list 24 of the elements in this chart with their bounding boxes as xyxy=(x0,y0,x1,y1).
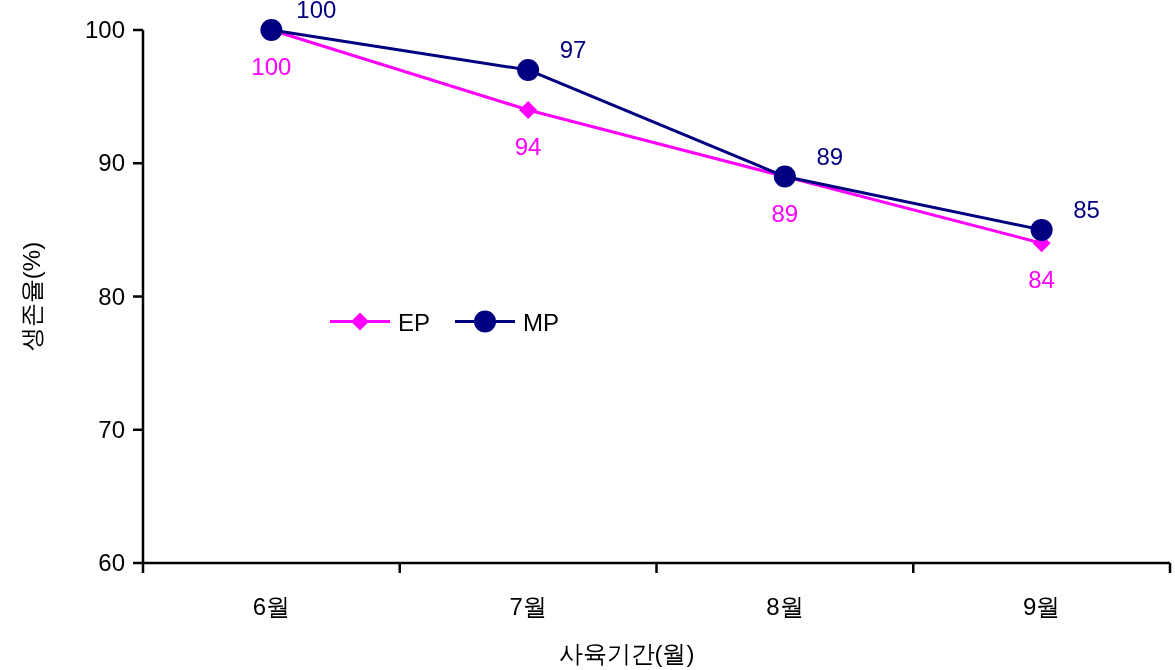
data-label: 100 xyxy=(251,53,292,80)
data-label: 89 xyxy=(771,199,799,227)
x-tick-label: 8월 xyxy=(766,593,804,620)
x-axis-title: 사육기간(월) xyxy=(558,640,695,667)
data-label: 84 xyxy=(1028,266,1055,294)
point xyxy=(517,58,540,81)
y-tick-label: 100 xyxy=(84,16,125,43)
x-tick-label: 9월 xyxy=(1022,593,1061,620)
y-axis-title: 생존율(%) xyxy=(18,241,45,352)
data-label: 85 xyxy=(1073,195,1100,223)
y-tick-label: 80 xyxy=(98,282,125,310)
point xyxy=(519,100,538,119)
point xyxy=(1030,218,1053,241)
legend-label: MP xyxy=(523,308,559,336)
data-label: 97 xyxy=(559,35,587,63)
x-tick-label: 6월 xyxy=(252,593,291,620)
data-label: 89 xyxy=(816,142,844,170)
data-label: 100 xyxy=(296,0,337,23)
x-tick-label: 7월 xyxy=(509,593,547,620)
y-tick-label: 60 xyxy=(98,549,125,576)
y-tick-label: 90 xyxy=(98,149,125,177)
data-label: 94 xyxy=(514,132,542,160)
y-tick-label: 70 xyxy=(98,415,125,443)
legend-label: EP xyxy=(398,308,431,336)
